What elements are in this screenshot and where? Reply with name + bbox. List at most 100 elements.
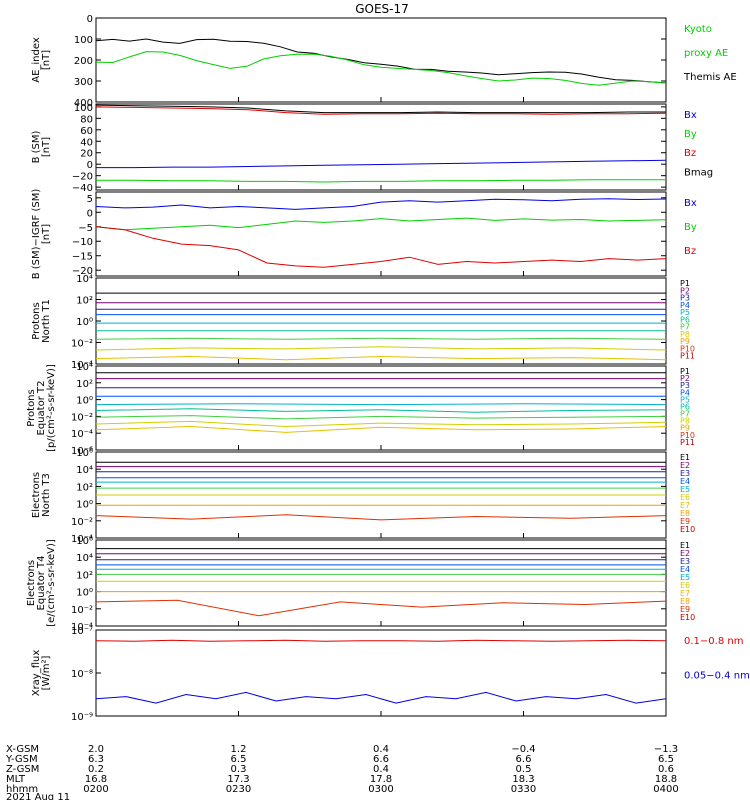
y-tick-label: 10⁻² bbox=[71, 339, 93, 350]
y-axis-label: ProtonsNorth T1 bbox=[31, 299, 52, 343]
y-tick-label: 20 bbox=[80, 149, 93, 160]
series-p8 bbox=[95, 346, 667, 351]
x-tick-label: 0330 bbox=[511, 784, 536, 795]
x-tick-label: 0.6 bbox=[658, 764, 674, 775]
series-p9 bbox=[95, 355, 667, 361]
legend-entry: Bz bbox=[684, 148, 696, 159]
y-tick-label: 10⁴ bbox=[76, 553, 93, 564]
y-tick-label: 10⁻⁶ bbox=[71, 446, 93, 457]
legend-entry: Kyoto bbox=[684, 24, 712, 35]
y-tick-label: 10⁶ bbox=[76, 536, 93, 547]
y-tick-label: 10² bbox=[76, 482, 93, 493]
y-tick-label: −15 bbox=[72, 252, 93, 263]
x-tick-label: 0200 bbox=[83, 784, 108, 795]
legend-entry: Themis AE bbox=[683, 72, 737, 83]
legend-entry: P5 bbox=[680, 395, 690, 404]
series-0108nm bbox=[95, 639, 667, 642]
legend-entry: E3 bbox=[680, 557, 690, 566]
y-tick-label: 10⁻⁹ bbox=[71, 712, 93, 723]
legend-entry: P1 bbox=[680, 367, 690, 376]
x-tick-label: 6.3 bbox=[88, 754, 104, 765]
x-tick-label: 1.2 bbox=[231, 744, 247, 755]
legend-entry: P6 bbox=[680, 402, 690, 411]
panel-3: 5 0 −5 −10 −15 −20 B (SM)−IGRF (SM)[nT] Bx By Bz bbox=[31, 189, 697, 280]
legend-entry: E7 bbox=[680, 589, 690, 598]
legend-entry: E2 bbox=[680, 461, 690, 470]
y-tick-label: 100 bbox=[74, 103, 93, 114]
x-row-label: Y-GSM bbox=[5, 754, 38, 765]
legend-entry: P6 bbox=[680, 315, 690, 324]
series-kyotoproxyae bbox=[95, 51, 667, 86]
y-axis-label: ElectronsNorth T3 bbox=[31, 472, 52, 518]
panel-frame bbox=[95, 277, 667, 365]
legend-entry: P7 bbox=[680, 410, 690, 419]
legend-entry: Bz bbox=[684, 246, 696, 257]
panel-5: 10⁴ 10² 10⁰ 10⁻² 10⁻⁴ 10⁻⁶ ProtonsEquator T2[p… bbox=[26, 362, 695, 457]
y-tick-label: 0 bbox=[87, 208, 93, 219]
legend-entry: E9 bbox=[680, 605, 690, 614]
x-tick-label: 0300 bbox=[368, 784, 393, 795]
series-bz bbox=[95, 106, 667, 115]
y-tick-label: 10⁻⁴ bbox=[71, 534, 93, 545]
y-tick-label: 0 bbox=[87, 14, 93, 25]
legend-entry: E10 bbox=[680, 613, 695, 622]
x-tick-label: 0.2 bbox=[88, 764, 104, 775]
y-tick-label: 10² bbox=[76, 570, 93, 581]
legend-entry: E7 bbox=[680, 501, 690, 510]
legend-entry: E8 bbox=[680, 509, 690, 518]
y-axis-label: ElectronsEquator T4[e/(cm²-s-sr-keV)] bbox=[26, 539, 57, 627]
panel-frame bbox=[95, 103, 667, 191]
legend-entry: P2 bbox=[680, 374, 690, 383]
x-tick-label: 2.0 bbox=[88, 744, 104, 755]
y-tick-label: 40 bbox=[80, 137, 93, 148]
x-tick-label: −0.4 bbox=[511, 744, 535, 755]
y-tick-label: 10⁴ bbox=[76, 274, 93, 285]
date-label: 2021 Aug 11 bbox=[6, 792, 70, 800]
panel-frame bbox=[95, 629, 667, 717]
x-row-label: X-GSM bbox=[6, 744, 39, 755]
x-tick-label: −1.3 bbox=[654, 744, 678, 755]
legend-entry: P11 bbox=[680, 352, 695, 361]
legend-entry: P8 bbox=[680, 417, 690, 426]
series-p6 bbox=[95, 408, 667, 413]
panel-4: 10⁴ 10² 10⁰ 10⁻² 10⁻⁴ ProtonsNorth T1 P1P2P3P4… bbox=[31, 274, 695, 371]
x-row-label: Z-GSM bbox=[6, 764, 39, 775]
series-e9 bbox=[95, 514, 667, 521]
legend-entry: By bbox=[684, 222, 697, 233]
y-tick-label: 10⁰ bbox=[76, 500, 93, 511]
y-tick-label: 10⁴ bbox=[76, 465, 93, 476]
legend-entry: P5 bbox=[680, 308, 690, 317]
x-tick-label: 16.8 bbox=[85, 774, 107, 785]
y-axis-label: ProtonsEquator T2[p/(cm²-s-sr-keV)] bbox=[26, 364, 57, 452]
y-tick-label: 10⁻⁴ bbox=[71, 429, 93, 440]
legend-entry: E6 bbox=[680, 493, 690, 502]
y-tick-label: 10⁶ bbox=[76, 448, 93, 459]
y-tick-label: 10⁻² bbox=[71, 605, 93, 616]
legend-entry: P7 bbox=[680, 323, 690, 332]
y-tick-label: 400 bbox=[74, 98, 93, 109]
y-tick-label: 10⁰ bbox=[76, 588, 93, 599]
series-p8 bbox=[95, 420, 667, 428]
panel-8: 10⁻⁷ 10⁻⁸ 10⁻⁹ Xray_flux[W/m²] 0.1−0.8 nm 0.0… bbox=[31, 626, 750, 723]
series-00504nm bbox=[95, 691, 667, 704]
y-axis-label: AE_index[nT] bbox=[31, 37, 52, 83]
legend-entry: 0.1−0.8 nm bbox=[684, 636, 743, 647]
y-tick-label: 5 bbox=[87, 194, 93, 205]
x-tick-label: 17.3 bbox=[227, 774, 249, 785]
x-tick-label: 6.6 bbox=[516, 754, 532, 765]
legend-entry: P3 bbox=[680, 381, 690, 390]
panel-frame bbox=[95, 539, 667, 627]
y-axis-label: B (SM)−IGRF (SM)[nT] bbox=[31, 189, 52, 280]
x-row-label: MLT bbox=[6, 774, 26, 785]
series-bz bbox=[95, 226, 667, 268]
y-tick-label: 10² bbox=[76, 296, 93, 307]
y-tick-label: 10⁰ bbox=[76, 396, 93, 407]
legend-entry: E4 bbox=[680, 565, 690, 574]
y-tick-label: 60 bbox=[80, 126, 93, 137]
x-row-label: hhmm bbox=[6, 784, 38, 795]
legend-entry: P9 bbox=[680, 337, 690, 346]
